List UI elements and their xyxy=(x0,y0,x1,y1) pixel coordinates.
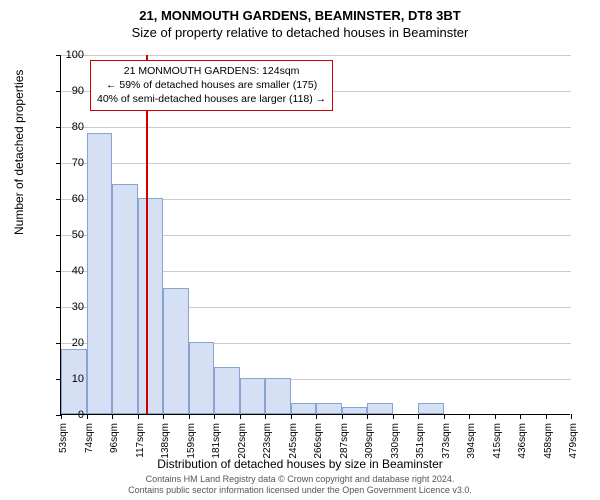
ytick-label: 80 xyxy=(72,121,84,133)
xtick-label: 351sqm xyxy=(415,423,426,463)
xtick-mark xyxy=(240,414,241,419)
xtick-label: 436sqm xyxy=(517,423,528,463)
ytick-label: 50 xyxy=(72,229,84,241)
xtick-label: 458sqm xyxy=(543,423,554,463)
xtick-label: 117sqm xyxy=(135,423,146,463)
annotation-box: 21 MONMOUTH GARDENS: 124sqm← 59% of deta… xyxy=(90,60,333,111)
ytick-mark xyxy=(56,127,61,128)
gridline xyxy=(61,55,571,56)
gridline xyxy=(61,163,571,164)
xtick-mark xyxy=(367,414,368,419)
xtick-mark xyxy=(418,414,419,419)
histogram-bar xyxy=(291,403,317,414)
histogram-bar xyxy=(418,403,444,414)
xtick-label: 181sqm xyxy=(211,423,222,463)
xtick-mark xyxy=(291,414,292,419)
xtick-label: 53sqm xyxy=(58,423,69,463)
xtick-mark xyxy=(138,414,139,419)
ytick-mark xyxy=(56,271,61,272)
xtick-label: 74sqm xyxy=(84,423,95,463)
xtick-mark xyxy=(265,414,266,419)
xtick-label: 159sqm xyxy=(186,423,197,463)
gridline xyxy=(61,127,571,128)
xtick-mark xyxy=(112,414,113,419)
ytick-mark xyxy=(56,199,61,200)
xtick-label: 394sqm xyxy=(466,423,477,463)
xtick-label: 415sqm xyxy=(492,423,503,463)
chart-subtitle: Size of property relative to detached ho… xyxy=(0,23,600,40)
xtick-mark xyxy=(495,414,496,419)
xtick-label: 96sqm xyxy=(109,423,120,463)
annotation-line1: 21 MONMOUTH GARDENS: 124sqm xyxy=(97,64,326,78)
xtick-label: 245sqm xyxy=(288,423,299,463)
ytick-mark xyxy=(56,307,61,308)
footer-attribution: Contains HM Land Registry data © Crown c… xyxy=(0,474,600,497)
histogram-bar xyxy=(163,288,189,414)
xtick-label: 138sqm xyxy=(160,423,171,463)
histogram-bar xyxy=(265,378,291,414)
histogram-bar xyxy=(342,407,368,414)
xtick-mark xyxy=(546,414,547,419)
histogram-bar xyxy=(87,133,113,414)
y-axis-label: Number of detached properties xyxy=(12,70,26,235)
ytick-label: 100 xyxy=(66,49,84,61)
ytick-label: 90 xyxy=(72,85,84,97)
xtick-mark xyxy=(87,414,88,419)
ytick-label: 40 xyxy=(72,265,84,277)
xtick-label: 287sqm xyxy=(339,423,350,463)
ytick-mark xyxy=(56,343,61,344)
xtick-mark xyxy=(189,414,190,419)
chart-title-address: 21, MONMOUTH GARDENS, BEAMINSTER, DT8 3B… xyxy=(0,0,600,23)
xtick-mark xyxy=(316,414,317,419)
xtick-mark xyxy=(214,414,215,419)
ytick-label: 30 xyxy=(72,301,84,313)
xtick-mark xyxy=(163,414,164,419)
ytick-mark xyxy=(56,235,61,236)
xtick-mark xyxy=(571,414,572,419)
ytick-mark xyxy=(56,55,61,56)
ytick-mark xyxy=(56,163,61,164)
histogram-bar xyxy=(316,403,342,414)
xtick-label: 266sqm xyxy=(313,423,324,463)
footer-line1: Contains HM Land Registry data © Crown c… xyxy=(0,474,600,486)
xtick-mark xyxy=(393,414,394,419)
xtick-label: 330sqm xyxy=(390,423,401,463)
xtick-label: 202sqm xyxy=(237,423,248,463)
ytick-label: 10 xyxy=(72,373,84,385)
histogram-bar xyxy=(367,403,393,414)
histogram-bar xyxy=(189,342,215,414)
footer-line2: Contains public sector information licen… xyxy=(0,485,600,497)
xtick-label: 309sqm xyxy=(364,423,375,463)
histogram-bar xyxy=(112,184,138,414)
xtick-mark xyxy=(342,414,343,419)
histogram-bar xyxy=(214,367,240,414)
histogram-bar xyxy=(138,198,164,414)
ytick-mark xyxy=(56,91,61,92)
xtick-label: 373sqm xyxy=(441,423,452,463)
xtick-mark xyxy=(444,414,445,419)
ytick-label: 0 xyxy=(78,409,84,421)
xtick-mark xyxy=(61,414,62,419)
xtick-label: 479sqm xyxy=(568,423,579,463)
xtick-mark xyxy=(469,414,470,419)
ytick-label: 20 xyxy=(72,337,84,349)
ytick-label: 60 xyxy=(72,193,84,205)
xtick-label: 223sqm xyxy=(262,423,273,463)
ytick-label: 70 xyxy=(72,157,84,169)
annotation-line3: 40% of semi-detached houses are larger (… xyxy=(97,92,326,106)
xtick-mark xyxy=(520,414,521,419)
histogram-bar xyxy=(240,378,266,414)
annotation-line2: ← 59% of detached houses are smaller (17… xyxy=(97,78,326,92)
